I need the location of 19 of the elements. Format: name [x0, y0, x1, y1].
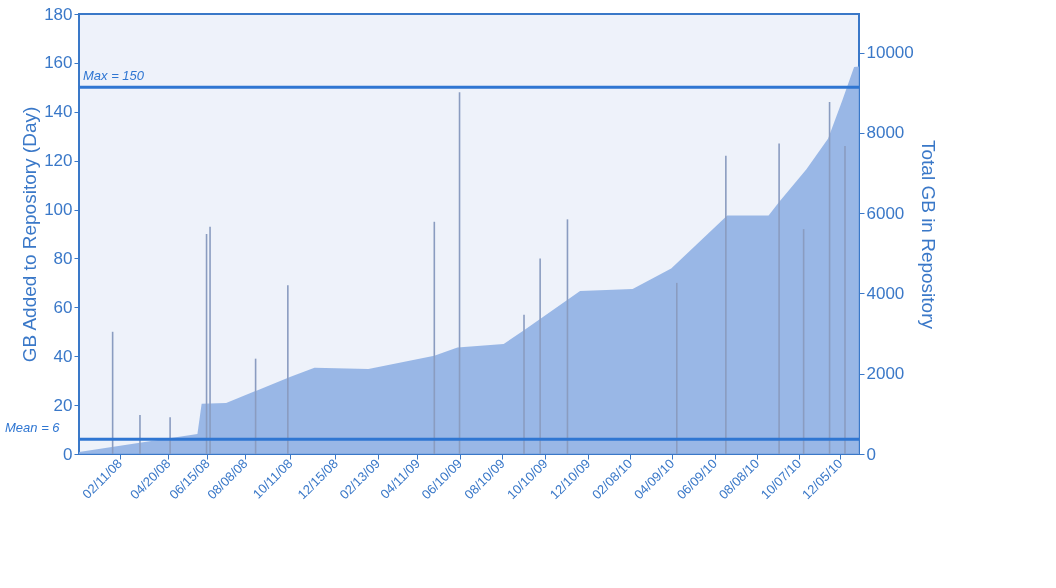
y2-axis-title: Total GB in Repository: [917, 139, 939, 330]
y-tick-label: 0: [63, 444, 73, 464]
y-tick-label: 140: [44, 102, 73, 122]
y-tick-label: 40: [53, 346, 73, 366]
y-tick-label: 60: [53, 297, 73, 317]
y2-tick-label: 8000: [866, 123, 905, 143]
y2-tick-label: 4000: [866, 283, 905, 303]
y-tick-label: 100: [44, 200, 73, 220]
y-tick-label: 180: [44, 4, 73, 24]
y-axis-title: GB Added to Repository (Day): [19, 106, 41, 363]
y-tick-label: 80: [53, 248, 73, 268]
y-tick-label: 120: [44, 151, 73, 171]
y2-tick-label: 6000: [866, 203, 905, 223]
y2-tick-label: 2000: [866, 364, 905, 384]
y-tick-label: 160: [44, 53, 73, 73]
y2-tick-label: 10000: [866, 43, 914, 63]
ref-line-label: Mean = 6: [5, 420, 61, 436]
y-tick-label: 20: [53, 395, 73, 415]
y2-tick-label: 0: [866, 444, 876, 464]
